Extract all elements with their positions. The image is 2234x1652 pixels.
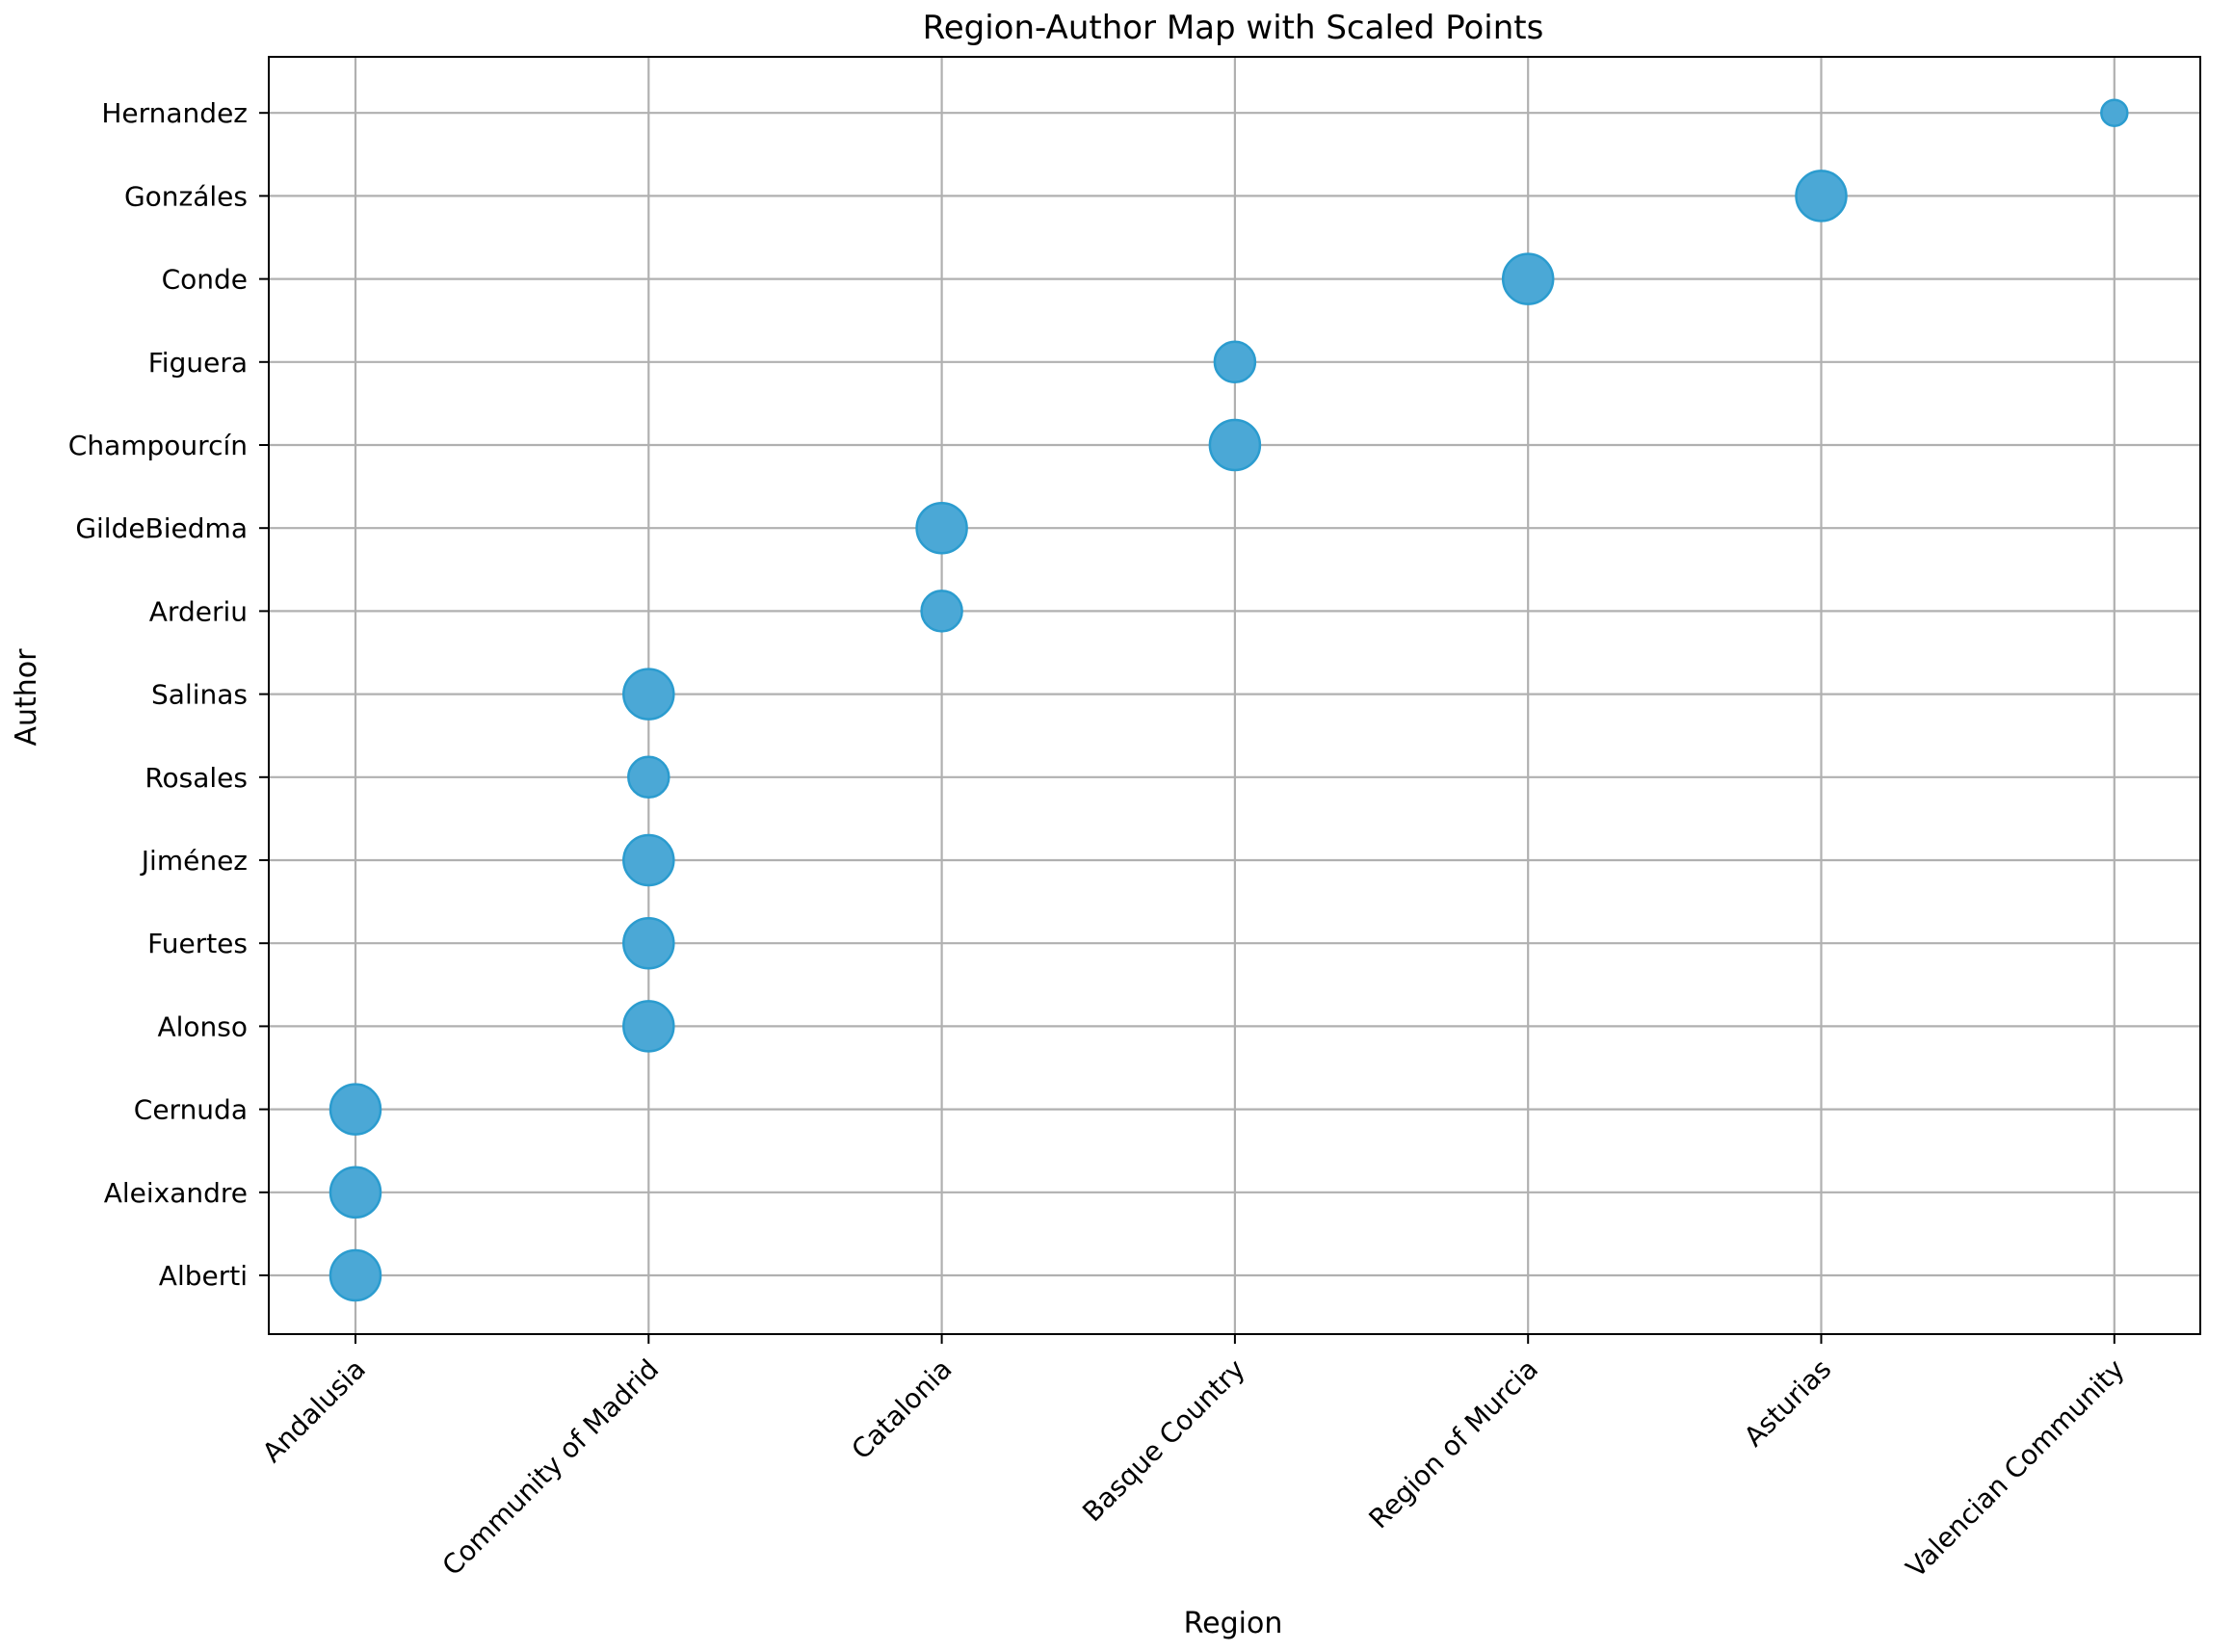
x-tick-label-community-of-madrid: Community of Madrid xyxy=(436,1353,666,1583)
y-tick-label-jimenez: Jiménez xyxy=(140,845,248,877)
x-axis-ticks: Andalusia Community of Madrid Catalonia Bas… xyxy=(256,1334,2131,1584)
y-tick-label-rosales: Rosales xyxy=(145,762,248,794)
chart-title: Region-Author Map with Scaled Points xyxy=(923,9,1544,47)
x-tick-label-valencian-community: Valencian Community xyxy=(1900,1353,2131,1585)
x-tick-label-region-of-murcia: Region of Murcia xyxy=(1363,1353,1545,1535)
data-point-figuera xyxy=(1213,340,1257,384)
x-tick-label-asturias: Asturias xyxy=(1738,1353,1838,1454)
data-point-cernuda xyxy=(329,1083,382,1136)
data-point-arderiu xyxy=(920,590,963,633)
y-tick-label-alonso: Alonso xyxy=(157,1010,248,1042)
data-point-champourcin xyxy=(1208,418,1262,472)
data-point-aleixandre xyxy=(329,1166,382,1219)
x-axis-label: Region xyxy=(1184,1607,1283,1640)
data-point-fuertes xyxy=(622,916,675,970)
y-tick-label-alberti: Alberti xyxy=(159,1260,248,1292)
y-axis-label: Author xyxy=(10,648,43,747)
data-point-gonzales xyxy=(1795,170,1848,223)
y-tick-label-cernuda: Cernuda xyxy=(134,1094,248,1126)
grid-lines xyxy=(269,57,2200,1334)
data-point-rosales xyxy=(627,755,670,800)
y-tick-label-gonzales: Gonzáles xyxy=(124,180,248,212)
y-tick-label-arderiu: Arderiu xyxy=(149,595,248,627)
x-tick-label-catalonia: Catalonia xyxy=(846,1353,959,1466)
data-point-alberti xyxy=(329,1248,382,1302)
data-point-gildebiedma xyxy=(915,501,968,555)
y-tick-label-aleixandre: Aleixandre xyxy=(104,1177,248,1209)
y-tick-label-salinas: Salinas xyxy=(151,679,248,711)
y-axis-ticks: Alberti Aleixandre Cernuda Alonso Fuertes Jim… xyxy=(68,97,269,1292)
data-point-conde xyxy=(1501,252,1555,305)
data-point-salinas xyxy=(622,668,675,721)
x-tick-label-andalusia: Andalusia xyxy=(256,1353,372,1469)
y-tick-label-champourcin: Champourcín xyxy=(68,430,248,461)
x-tick-label-basque-country: Basque Country xyxy=(1076,1353,1251,1529)
data-points xyxy=(329,98,2129,1302)
data-point-hernandez xyxy=(2100,98,2129,127)
y-tick-label-conde: Conde xyxy=(162,264,248,296)
y-tick-label-figuera: Figuera xyxy=(148,347,248,379)
y-tick-label-fuertes: Fuertes xyxy=(147,928,248,959)
y-tick-label-hernandez: Hernandez xyxy=(101,97,248,129)
data-point-jimenez xyxy=(622,833,675,887)
y-tick-label-gildebiedma: GildeBiedma xyxy=(75,512,248,544)
data-point-alonso xyxy=(622,1000,675,1053)
